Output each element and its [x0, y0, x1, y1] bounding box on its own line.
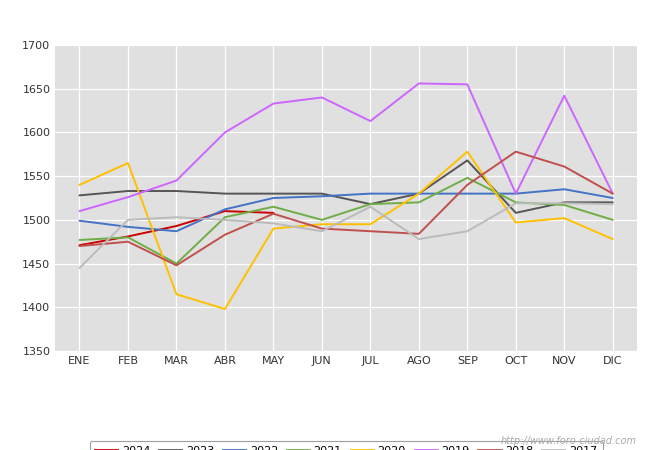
Text: http://www.foro-ciudad.com: http://www.foro-ciudad.com — [501, 436, 637, 446]
Legend: 2024, 2023, 2022, 2021, 2020, 2019, 2018, 2017: 2024, 2023, 2022, 2021, 2020, 2019, 2018… — [90, 441, 603, 450]
Text: Afiliados en Benacazón a 31/5/2024: Afiliados en Benacazón a 31/5/2024 — [176, 9, 474, 27]
